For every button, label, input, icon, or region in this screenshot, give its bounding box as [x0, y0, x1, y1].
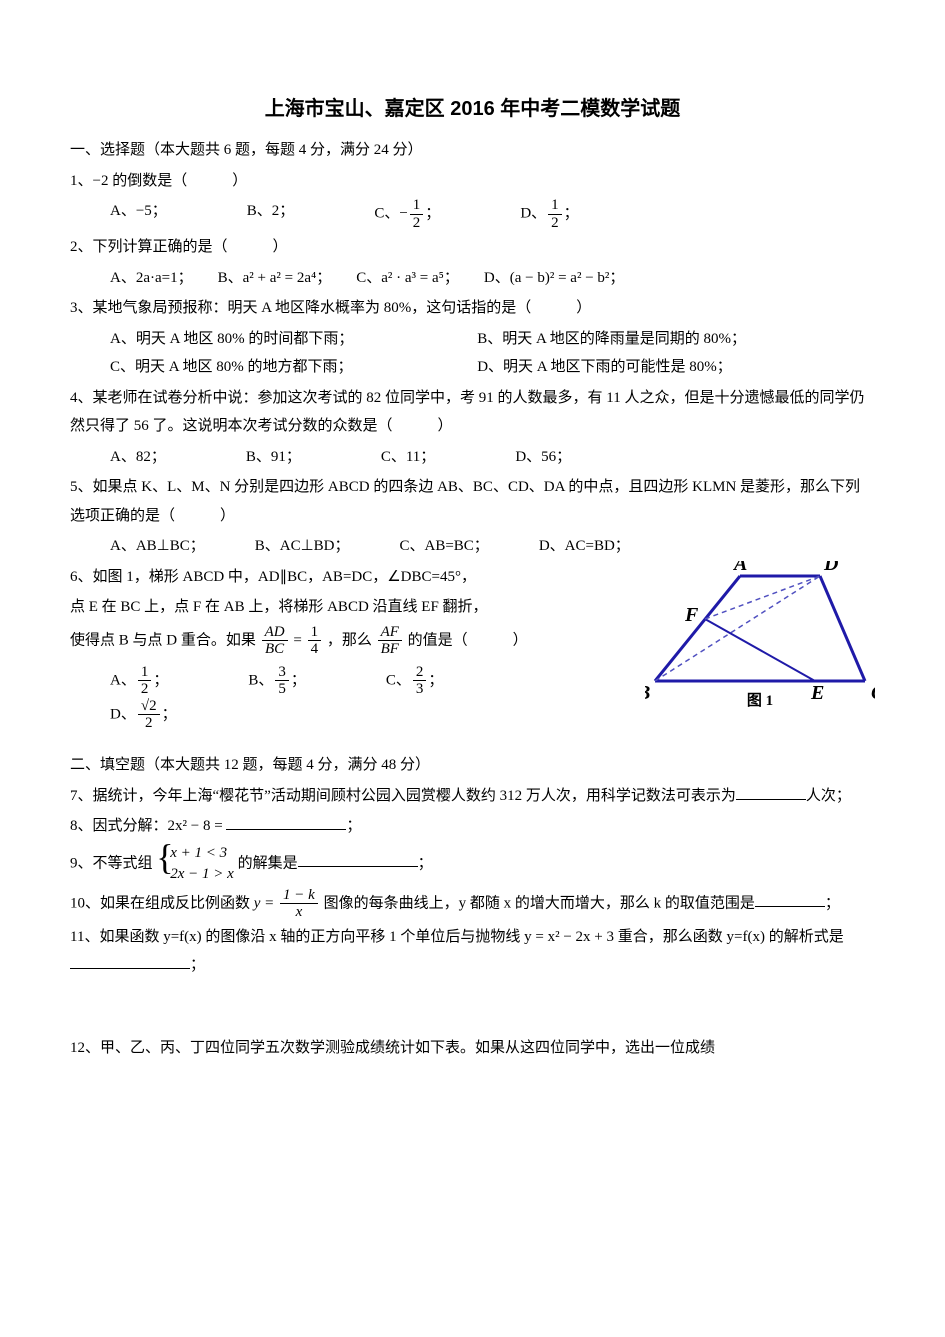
q2-A: A、2a·a=1；: [110, 264, 193, 293]
q9-system: x + 1 < 3 2x − 1 > x: [156, 843, 234, 885]
q3-D: D、明天 A 地区下雨的可能性是 80%；: [477, 353, 844, 382]
section2-heading: 二、填空题（本大题共 12 题，每题 4 分，满分 48 分）: [70, 751, 875, 780]
q2-stem: 2、下列计算正确的是（ ）: [70, 233, 875, 262]
q2-D: D、(a − b)² = a² − b²；: [484, 264, 625, 293]
q9-blank[interactable]: [298, 851, 418, 867]
q3-A: A、明天 A 地区 80% 的时间都下雨；: [110, 325, 477, 354]
q1-A: A、−5；: [110, 197, 167, 231]
q6-C: C、23；: [386, 664, 444, 698]
q10-blank[interactable]: [755, 891, 825, 907]
q5-stem: 5、如果点 K、L、M、N 分别是四边形 ABCD 的四条边 AB、BC、CD、…: [70, 473, 875, 530]
q5-options: A、AB⊥BC； B、AC⊥BD； C、AB=BC； D、AC=BD；: [110, 532, 875, 561]
page-title: 上海市宝山、嘉定区 2016 年中考二模数学试题: [70, 90, 875, 128]
q3-options: A、明天 A 地区 80% 的时间都下雨； B、明天 A 地区的降雨量是同期的 …: [110, 325, 875, 382]
q7: 7、据统计，今年上海“樱花节”活动期间顾村公园入园赏樱人数约 312 万人次，用…: [70, 782, 875, 811]
svg-text:A: A: [732, 561, 747, 575]
q6-D: D、√22；: [110, 698, 177, 732]
q6-options: A、12； B、35； C、23； D、√22；: [110, 664, 635, 732]
q10: 10、如果在组成反比例函数 y = 1 − kx 图像的每条曲线上，y 都随 x…: [70, 887, 875, 921]
q3-stem: 3、某地气象局预报称：明天 A 地区降水概率为 80%，这句话指的是（ ）: [70, 294, 875, 323]
q5-B: B、AC⊥BD；: [255, 532, 350, 561]
q1-C: C、−12；: [374, 197, 440, 231]
q4-C: C、11；: [381, 443, 435, 472]
q11: 11、如果函数 y=f(x) 的图像沿 x 轴的正方向平移 1 个单位后与抛物线…: [70, 923, 875, 980]
q1-B: B、2；: [247, 197, 295, 231]
q2-B: B、a² + a² = 2a⁴；: [218, 264, 332, 293]
q4-options: A、82； B、91； C、11； D、56；: [110, 443, 875, 472]
q6-A: A、12；: [110, 664, 168, 698]
svg-text:D: D: [823, 561, 838, 575]
q1-D: D、12；: [520, 197, 578, 231]
q5-C: C、AB=BC；: [400, 532, 489, 561]
q2-C: C、a² · a³ = a⁵；: [356, 264, 459, 293]
q4-B: B、91；: [246, 443, 301, 472]
figure-1: ADBCEF 图 1: [645, 561, 875, 740]
figure-1-label: 图 1: [645, 687, 875, 716]
q5-D: D、AC=BD；: [539, 532, 630, 561]
q8: 8、因式分解：2x² − 8 = ；: [70, 812, 875, 841]
q4-A: A、82；: [110, 443, 166, 472]
q1-options: A、−5； B、2； C、−12； D、12；: [110, 197, 875, 231]
q3-C: C、明天 A 地区 80% 的地方都下雨；: [110, 353, 477, 382]
q6-B: B、35；: [248, 664, 306, 698]
q3-B: B、明天 A 地区的降雨量是同期的 80%；: [477, 325, 844, 354]
svg-text:F: F: [684, 604, 699, 626]
q9: 9、不等式组 x + 1 < 3 2x − 1 > x 的解集是；: [70, 843, 875, 885]
section1-heading: 一、选择题（本大题共 6 题，每题 4 分，满分 24 分）: [70, 136, 875, 165]
q7-blank[interactable]: [736, 784, 806, 800]
q11-blank[interactable]: [70, 953, 190, 969]
q8-blank[interactable]: [226, 814, 346, 830]
q1-stem: 1、−2 的倒数是（ ）: [70, 167, 875, 196]
q4-stem: 4、某老师在试卷分析中说：参加这次考试的 82 位同学中，考 91 的人数最多，…: [70, 384, 875, 441]
q5-A: A、AB⊥BC；: [110, 532, 205, 561]
q12: 12、甲、乙、丙、丁四位同学五次数学测验成绩统计如下表。如果从这四位同学中，选出…: [70, 1034, 875, 1063]
q2-options: A、2a·a=1； B、a² + a² = 2a⁴； C、a² · a³ = a…: [110, 264, 875, 293]
q4-D: D、56；: [515, 443, 571, 472]
